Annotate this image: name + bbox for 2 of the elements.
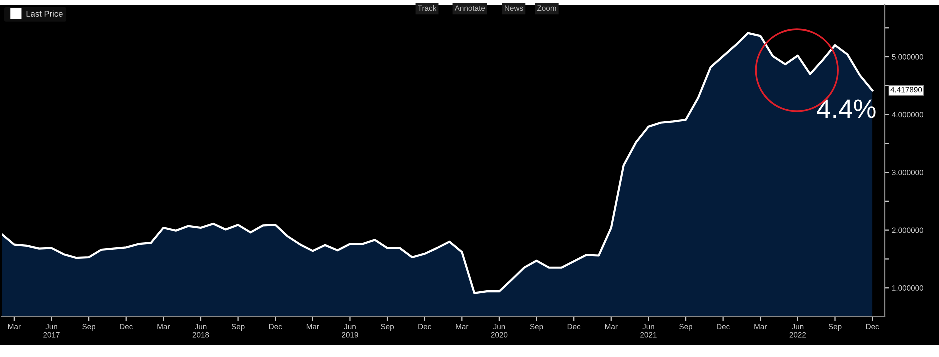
annotation: 4.4% bbox=[817, 100, 876, 118]
legend-label: Last Price bbox=[26, 10, 63, 17]
